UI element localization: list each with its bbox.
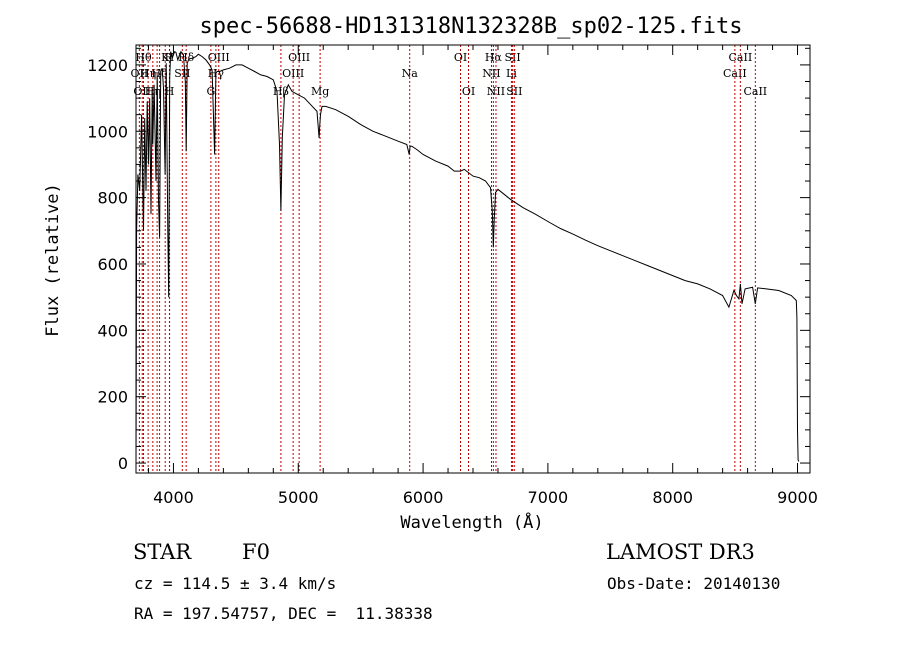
x-tick-label: 9000 [777, 488, 818, 507]
object-class: STAR [133, 540, 192, 564]
line-marker-label: Na [402, 67, 419, 80]
coordinates-readout: RA = 197.54757, DEC = 11.38338 [134, 604, 433, 623]
y-tick-label: 600 [97, 255, 128, 274]
line-marker-label: Hη [140, 67, 156, 80]
line-marker-label: OIII [288, 51, 310, 64]
line-marker-label: SII [506, 85, 522, 98]
y-tick-label: 400 [97, 321, 128, 340]
x-tick-label: 4000 [153, 488, 194, 507]
x-axis-label: Wavelength (Å) [400, 511, 543, 533]
spectral-line-markers: OIIOIIHθHηHηHδKHHSIIHδGHγOIIIHβOIIIOIIIM… [131, 45, 767, 473]
plot-frame [135, 44, 811, 474]
chart-title: spec-56688-HD131318N132328B_sp02-125.fit… [199, 14, 742, 39]
x-tick-label: 6000 [403, 488, 444, 507]
line-marker-label: Hδ [151, 67, 168, 80]
survey-name: LAMOST DR3 [606, 540, 755, 564]
line-marker-label: OII [133, 85, 151, 98]
line-marker-label: K [161, 51, 170, 64]
observation-date: Obs-Date: 20140130 [607, 574, 781, 593]
line-marker-label: CaII [729, 51, 753, 64]
y-tick-label: 200 [97, 388, 128, 407]
x-tick-label: 5000 [278, 488, 319, 507]
line-marker-label: NII [482, 67, 500, 80]
line-marker-label: NII [487, 85, 505, 98]
line-marker-label: SII [504, 51, 520, 64]
line-marker-label: Li [506, 67, 517, 80]
line-marker-label: Hα [485, 51, 503, 64]
line-marker-label: Hθ [135, 51, 152, 64]
x-tick-label: 7000 [528, 488, 569, 507]
line-marker-label: G [206, 85, 215, 98]
line-marker-label: Hδ [178, 51, 195, 64]
x-tick-label: 8000 [652, 488, 693, 507]
y-axis-label: Flux (relative) [43, 183, 63, 337]
axis-ticks: 4000 5000 6000 7000 8000 9000 0 200 400 600 800 100… [87, 45, 818, 507]
line-marker-label: OIII [282, 67, 304, 80]
y-tick-label: 800 [97, 189, 128, 208]
line-marker-label: OI [454, 51, 467, 64]
y-tick-label: 1200 [87, 56, 128, 75]
redshift-readout: cz = 114.5 ± 3.4 km/s [134, 574, 337, 593]
line-marker-label: SII [174, 67, 190, 80]
line-marker-label: Hη [145, 85, 161, 98]
object-subclass: F0 [242, 540, 270, 564]
spectrum-line [135, 50, 800, 470]
line-marker-label: Mg [311, 85, 329, 98]
y-tick-label: 1000 [87, 122, 128, 141]
line-marker-label: CaII [743, 85, 767, 98]
line-marker-label: OI [462, 85, 475, 98]
line-marker-label: OIII [208, 51, 230, 64]
y-tick-label: 0 [118, 454, 128, 473]
line-marker-label: CaII [723, 67, 747, 80]
